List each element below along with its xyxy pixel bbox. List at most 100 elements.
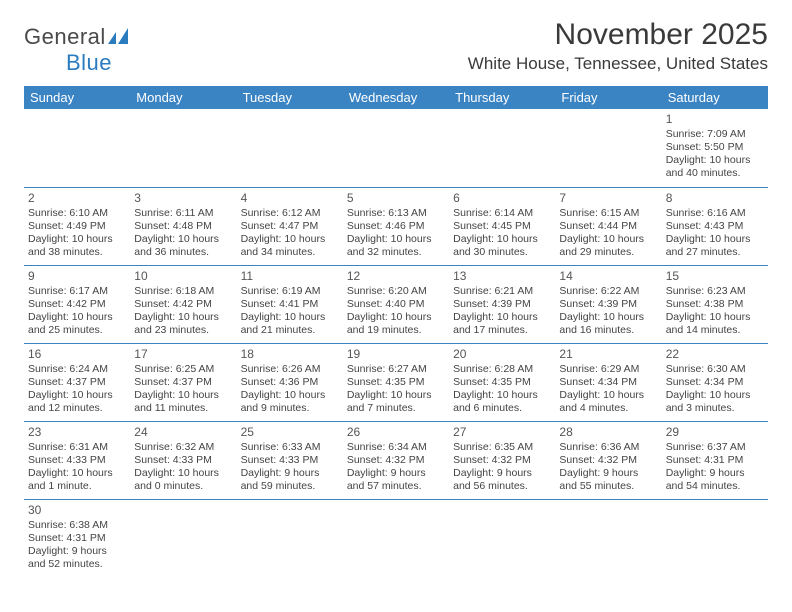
day-number: 20	[453, 347, 551, 362]
day-number: 21	[559, 347, 657, 362]
sunrise-text: Sunrise: 7:09 AM	[666, 128, 764, 141]
logo-word-blue: Blue	[66, 50, 112, 75]
sunset-text: Sunset: 4:31 PM	[666, 454, 764, 467]
calendar-cell: 17Sunrise: 6:25 AMSunset: 4:37 PMDayligh…	[130, 343, 236, 421]
weekday-header: Saturday	[662, 86, 768, 109]
day-number: 19	[347, 347, 445, 362]
daylight-text: Daylight: 10 hours and 6 minutes.	[453, 389, 551, 415]
day-number: 26	[347, 425, 445, 440]
day-number: 3	[134, 191, 232, 206]
daylight-text: Daylight: 10 hours and 3 minutes.	[666, 389, 764, 415]
day-number: 13	[453, 269, 551, 284]
daylight-text: Daylight: 10 hours and 1 minute.	[28, 467, 126, 493]
calendar-row: 16Sunrise: 6:24 AMSunset: 4:37 PMDayligh…	[24, 343, 768, 421]
day-info: Sunrise: 6:38 AMSunset: 4:31 PMDaylight:…	[28, 519, 126, 572]
day-info: Sunrise: 6:10 AMSunset: 4:49 PMDaylight:…	[28, 207, 126, 260]
calendar-row: 1Sunrise: 7:09 AMSunset: 5:50 PMDaylight…	[24, 109, 768, 187]
sunset-text: Sunset: 4:41 PM	[241, 298, 339, 311]
daylight-text: Daylight: 10 hours and 27 minutes.	[666, 233, 764, 259]
daylight-text: Daylight: 10 hours and 23 minutes.	[134, 311, 232, 337]
location: White House, Tennessee, United States	[468, 54, 768, 74]
sunset-text: Sunset: 4:35 PM	[453, 376, 551, 389]
day-info: Sunrise: 6:14 AMSunset: 4:45 PMDaylight:…	[453, 207, 551, 260]
day-number: 16	[28, 347, 126, 362]
calendar-row: 30Sunrise: 6:38 AMSunset: 4:31 PMDayligh…	[24, 499, 768, 577]
sunrise-text: Sunrise: 6:10 AM	[28, 207, 126, 220]
day-number: 17	[134, 347, 232, 362]
day-info: Sunrise: 6:13 AMSunset: 4:46 PMDaylight:…	[347, 207, 445, 260]
calendar-cell: 19Sunrise: 6:27 AMSunset: 4:35 PMDayligh…	[343, 343, 449, 421]
calendar-row: 2Sunrise: 6:10 AMSunset: 4:49 PMDaylight…	[24, 187, 768, 265]
weekday-header: Sunday	[24, 86, 130, 109]
calendar-cell: 30Sunrise: 6:38 AMSunset: 4:31 PMDayligh…	[24, 499, 130, 577]
sunrise-text: Sunrise: 6:21 AM	[453, 285, 551, 298]
day-info: Sunrise: 6:15 AMSunset: 4:44 PMDaylight:…	[559, 207, 657, 260]
daylight-text: Daylight: 10 hours and 9 minutes.	[241, 389, 339, 415]
day-info: Sunrise: 6:26 AMSunset: 4:36 PMDaylight:…	[241, 363, 339, 416]
calendar-cell-empty	[343, 499, 449, 577]
calendar-cell: 14Sunrise: 6:22 AMSunset: 4:39 PMDayligh…	[555, 265, 661, 343]
sunset-text: Sunset: 4:40 PM	[347, 298, 445, 311]
sunrise-text: Sunrise: 6:33 AM	[241, 441, 339, 454]
calendar-cell: 15Sunrise: 6:23 AMSunset: 4:38 PMDayligh…	[662, 265, 768, 343]
sunrise-text: Sunrise: 6:16 AM	[666, 207, 764, 220]
calendar-cell: 11Sunrise: 6:19 AMSunset: 4:41 PMDayligh…	[237, 265, 343, 343]
calendar-cell: 23Sunrise: 6:31 AMSunset: 4:33 PMDayligh…	[24, 421, 130, 499]
sunset-text: Sunset: 4:31 PM	[28, 532, 126, 545]
day-number: 15	[666, 269, 764, 284]
sunset-text: Sunset: 4:35 PM	[347, 376, 445, 389]
calendar-cell: 3Sunrise: 6:11 AMSunset: 4:48 PMDaylight…	[130, 187, 236, 265]
sunset-text: Sunset: 5:50 PM	[666, 141, 764, 154]
sunrise-text: Sunrise: 6:15 AM	[559, 207, 657, 220]
calendar-cell: 6Sunrise: 6:14 AMSunset: 4:45 PMDaylight…	[449, 187, 555, 265]
daylight-text: Daylight: 9 hours and 57 minutes.	[347, 467, 445, 493]
day-info: Sunrise: 6:35 AMSunset: 4:32 PMDaylight:…	[453, 441, 551, 494]
sunrise-text: Sunrise: 6:35 AM	[453, 441, 551, 454]
day-number: 25	[241, 425, 339, 440]
calendar-cell-empty	[24, 109, 130, 187]
sunset-text: Sunset: 4:32 PM	[453, 454, 551, 467]
sunset-text: Sunset: 4:39 PM	[559, 298, 657, 311]
calendar-table: Sunday Monday Tuesday Wednesday Thursday…	[24, 86, 768, 577]
sunset-text: Sunset: 4:38 PM	[666, 298, 764, 311]
weekday-header: Wednesday	[343, 86, 449, 109]
daylight-text: Daylight: 9 hours and 54 minutes.	[666, 467, 764, 493]
day-info: Sunrise: 6:29 AMSunset: 4:34 PMDaylight:…	[559, 363, 657, 416]
calendar-cell: 20Sunrise: 6:28 AMSunset: 4:35 PMDayligh…	[449, 343, 555, 421]
weekday-header: Tuesday	[237, 86, 343, 109]
day-info: Sunrise: 6:12 AMSunset: 4:47 PMDaylight:…	[241, 207, 339, 260]
sunset-text: Sunset: 4:45 PM	[453, 220, 551, 233]
calendar-cell-empty	[237, 109, 343, 187]
calendar-cell-empty	[449, 109, 555, 187]
day-info: Sunrise: 6:16 AMSunset: 4:43 PMDaylight:…	[666, 207, 764, 260]
calendar-cell: 12Sunrise: 6:20 AMSunset: 4:40 PMDayligh…	[343, 265, 449, 343]
sunset-text: Sunset: 4:48 PM	[134, 220, 232, 233]
daylight-text: Daylight: 10 hours and 34 minutes.	[241, 233, 339, 259]
weekday-header: Thursday	[449, 86, 555, 109]
calendar-cell: 18Sunrise: 6:26 AMSunset: 4:36 PMDayligh…	[237, 343, 343, 421]
calendar-cell-empty	[130, 499, 236, 577]
calendar-cell-empty	[449, 499, 555, 577]
calendar-cell: 7Sunrise: 6:15 AMSunset: 4:44 PMDaylight…	[555, 187, 661, 265]
sunrise-text: Sunrise: 6:18 AM	[134, 285, 232, 298]
daylight-text: Daylight: 10 hours and 38 minutes.	[28, 233, 126, 259]
sunset-text: Sunset: 4:42 PM	[134, 298, 232, 311]
daylight-text: Daylight: 9 hours and 52 minutes.	[28, 545, 126, 571]
day-info: Sunrise: 6:21 AMSunset: 4:39 PMDaylight:…	[453, 285, 551, 338]
day-info: Sunrise: 6:36 AMSunset: 4:32 PMDaylight:…	[559, 441, 657, 494]
sunrise-text: Sunrise: 6:23 AM	[666, 285, 764, 298]
calendar-cell: 9Sunrise: 6:17 AMSunset: 4:42 PMDaylight…	[24, 265, 130, 343]
sunrise-text: Sunrise: 6:12 AM	[241, 207, 339, 220]
day-number: 6	[453, 191, 551, 206]
day-info: Sunrise: 6:33 AMSunset: 4:33 PMDaylight:…	[241, 441, 339, 494]
daylight-text: Daylight: 9 hours and 56 minutes.	[453, 467, 551, 493]
day-number: 7	[559, 191, 657, 206]
day-info: Sunrise: 6:30 AMSunset: 4:34 PMDaylight:…	[666, 363, 764, 416]
calendar-cell: 26Sunrise: 6:34 AMSunset: 4:32 PMDayligh…	[343, 421, 449, 499]
sunrise-text: Sunrise: 6:32 AM	[134, 441, 232, 454]
sunrise-text: Sunrise: 6:30 AM	[666, 363, 764, 376]
day-number: 5	[347, 191, 445, 206]
calendar-cell-empty	[662, 499, 768, 577]
sunrise-text: Sunrise: 6:28 AM	[453, 363, 551, 376]
sunset-text: Sunset: 4:46 PM	[347, 220, 445, 233]
